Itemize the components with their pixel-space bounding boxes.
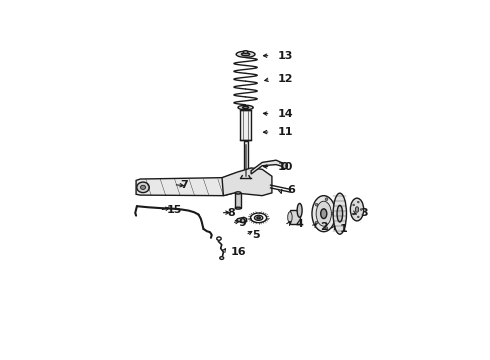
Text: 5: 5: [252, 230, 260, 240]
Text: 12: 12: [277, 74, 293, 84]
Bar: [240, 110, 251, 140]
Ellipse shape: [360, 209, 362, 210]
Text: 13: 13: [277, 51, 293, 61]
Text: 7: 7: [180, 180, 188, 190]
Ellipse shape: [236, 51, 255, 57]
Bar: [290, 210, 300, 224]
Polygon shape: [237, 217, 246, 223]
Polygon shape: [222, 168, 272, 195]
Ellipse shape: [238, 105, 253, 110]
Ellipse shape: [333, 193, 346, 234]
Ellipse shape: [320, 209, 327, 219]
Text: 3: 3: [361, 208, 368, 218]
Bar: [235, 193, 241, 208]
Ellipse shape: [350, 198, 364, 221]
Ellipse shape: [331, 212, 334, 215]
Bar: [244, 141, 247, 179]
Ellipse shape: [297, 203, 302, 217]
Ellipse shape: [235, 207, 241, 209]
Text: 16: 16: [230, 247, 246, 257]
Ellipse shape: [312, 195, 336, 232]
Text: 4: 4: [295, 219, 303, 229]
Ellipse shape: [316, 201, 331, 226]
Polygon shape: [251, 160, 286, 174]
Ellipse shape: [235, 192, 241, 194]
Text: 6: 6: [287, 185, 295, 195]
Polygon shape: [136, 174, 235, 195]
Text: 2: 2: [320, 222, 328, 232]
Ellipse shape: [353, 204, 354, 206]
Ellipse shape: [137, 182, 149, 193]
Ellipse shape: [358, 216, 359, 218]
Ellipse shape: [244, 51, 248, 53]
Text: 9: 9: [239, 218, 246, 228]
Ellipse shape: [257, 217, 260, 219]
Ellipse shape: [282, 163, 288, 169]
Text: 14: 14: [277, 109, 293, 119]
Ellipse shape: [288, 212, 292, 223]
Ellipse shape: [315, 221, 318, 224]
Text: 1: 1: [340, 224, 347, 234]
Ellipse shape: [141, 185, 146, 189]
Ellipse shape: [325, 227, 328, 230]
Text: 15: 15: [167, 205, 182, 215]
Ellipse shape: [358, 201, 359, 203]
Text: 10: 10: [277, 162, 293, 172]
Text: 11: 11: [277, 127, 293, 137]
Ellipse shape: [337, 205, 343, 222]
Text: 8: 8: [227, 208, 235, 218]
Ellipse shape: [243, 107, 248, 109]
Ellipse shape: [325, 198, 328, 201]
Ellipse shape: [355, 207, 359, 212]
Ellipse shape: [315, 203, 318, 206]
Ellipse shape: [353, 213, 354, 215]
Ellipse shape: [242, 53, 250, 56]
Ellipse shape: [254, 215, 263, 220]
